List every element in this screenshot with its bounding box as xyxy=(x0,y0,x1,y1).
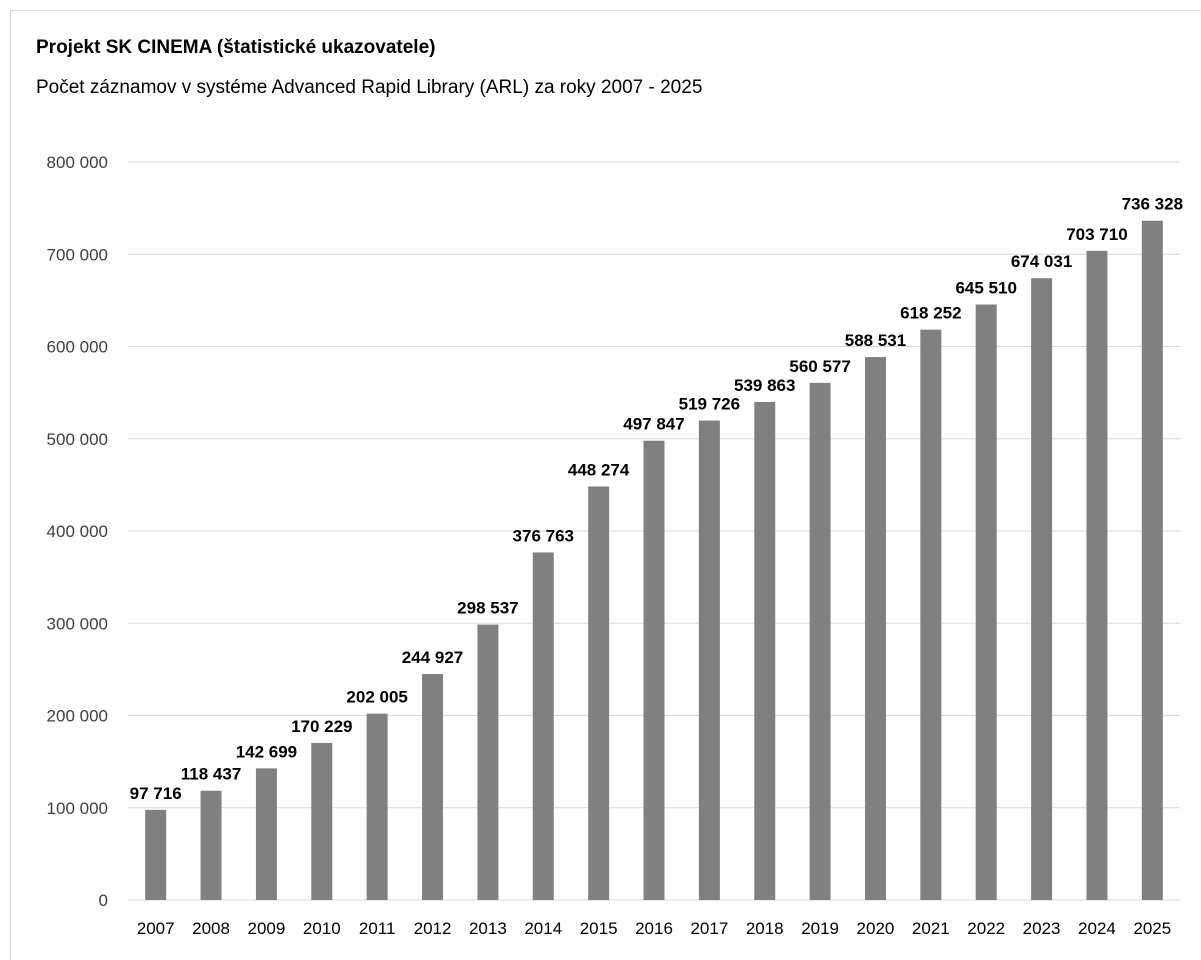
bar xyxy=(532,552,554,900)
data-label: 588 531 xyxy=(845,331,906,350)
bar xyxy=(422,674,444,900)
bar xyxy=(920,329,942,900)
data-label: 560 577 xyxy=(789,357,850,376)
bar xyxy=(255,768,277,900)
bar xyxy=(643,440,665,900)
data-label: 448 274 xyxy=(568,460,630,479)
x-tick-label: 2019 xyxy=(801,919,839,938)
bar xyxy=(200,790,222,900)
bar xyxy=(366,713,388,900)
x-axis: 2007 2008 2009 2010 2011 2012 2013 2014 2015 2016… xyxy=(137,919,1171,938)
bar xyxy=(698,420,720,900)
data-label: 202 005 xyxy=(346,688,407,707)
x-tick-label: 2015 xyxy=(580,919,618,938)
x-tick-label: 2025 xyxy=(1133,919,1171,938)
x-tick-label: 2013 xyxy=(469,919,507,938)
bar xyxy=(975,304,997,900)
x-tick-label: 2023 xyxy=(1023,919,1061,938)
x-tick-label: 2016 xyxy=(635,919,673,938)
x-tick-label: 2010 xyxy=(303,919,341,938)
y-tick-label: 600 000 xyxy=(47,338,108,357)
bar xyxy=(477,624,499,900)
bar xyxy=(1086,250,1108,901)
bar xyxy=(588,486,610,900)
y-tick-label: 700 000 xyxy=(47,245,108,264)
x-tick-label: 2012 xyxy=(414,919,452,938)
x-tick-label: 2020 xyxy=(857,919,895,938)
y-tick-label: 100 000 xyxy=(47,799,108,818)
data-label: 376 763 xyxy=(513,526,574,545)
data-label: 519 726 xyxy=(679,395,740,414)
bar xyxy=(145,809,167,900)
x-tick-label: 2018 xyxy=(746,919,784,938)
data-label: 118 437 xyxy=(181,765,242,784)
bar xyxy=(864,357,886,900)
data-label: 736 328 xyxy=(1122,195,1183,214)
x-tick-label: 2022 xyxy=(967,919,1005,938)
x-tick-label: 2009 xyxy=(248,919,286,938)
data-label: 142 699 xyxy=(236,742,297,761)
data-label: 170 229 xyxy=(291,717,352,736)
bar xyxy=(754,401,776,900)
x-tick-label: 2014 xyxy=(524,919,562,938)
data-label: 497 847 xyxy=(623,415,684,434)
chart-frame xyxy=(10,10,1201,960)
bar xyxy=(311,742,333,900)
bar xyxy=(809,382,831,901)
y-tick-label: 300 000 xyxy=(47,614,108,633)
data-label: 298 537 xyxy=(457,599,518,618)
x-tick-label: 2021 xyxy=(912,919,950,938)
y-tick-label: 200 000 xyxy=(47,707,108,726)
chart-title: Projekt SK CINEMA (štatistické ukazovate… xyxy=(36,37,436,58)
data-label: 645 510 xyxy=(955,279,1016,298)
x-tick-label: 2008 xyxy=(192,919,230,938)
y-axis: 0 100 000 200 000 300 000 400 000 500 000 600 … xyxy=(47,153,108,910)
bar xyxy=(1031,278,1053,900)
chart-subtitle: Počet záznamov v systéme Advanced Rapid … xyxy=(36,77,703,98)
data-label: 674 031 xyxy=(1011,252,1072,271)
y-tick-label: 0 xyxy=(99,891,108,910)
y-tick-label: 800 000 xyxy=(47,153,108,172)
data-label: 618 252 xyxy=(900,304,961,323)
x-tick-label: 2011 xyxy=(359,919,396,938)
y-tick-label: 400 000 xyxy=(47,522,108,541)
data-label: 97 716 xyxy=(130,784,182,803)
x-tick-label: 2017 xyxy=(690,919,728,938)
bars xyxy=(145,220,1163,901)
data-label: 244 927 xyxy=(402,648,463,667)
x-tick-label: 2007 xyxy=(137,919,175,938)
x-tick-label: 2024 xyxy=(1078,919,1116,938)
data-label: 539 863 xyxy=(734,376,795,395)
bar xyxy=(1141,220,1163,900)
y-tick-label: 500 000 xyxy=(47,430,108,449)
data-label: 703 710 xyxy=(1066,225,1127,244)
